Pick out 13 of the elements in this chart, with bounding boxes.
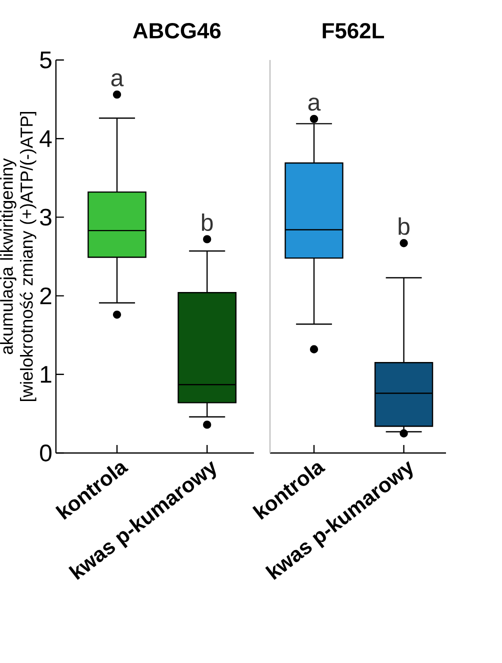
annotation: b xyxy=(202,213,213,232)
y-tick-label: 2 xyxy=(40,287,52,304)
annotation: b xyxy=(398,217,410,235)
y-tick-label: 3 xyxy=(40,208,52,226)
y-tick-label: 1 xyxy=(40,366,52,383)
chart-title: ABCG46 xyxy=(133,22,221,39)
y-tick-label: 0 xyxy=(40,444,52,462)
chart-title: F562L xyxy=(322,22,384,39)
y-axis-title: akumulacja likwiritigeniny [wielokrotność zmiany (+)ATP/(-)ATP] xyxy=(0,112,36,401)
annotation: a xyxy=(308,98,321,111)
annotation: a xyxy=(111,73,124,86)
y-tick-label: 5 xyxy=(40,52,52,68)
y-tick-label: 4 xyxy=(40,130,52,147)
